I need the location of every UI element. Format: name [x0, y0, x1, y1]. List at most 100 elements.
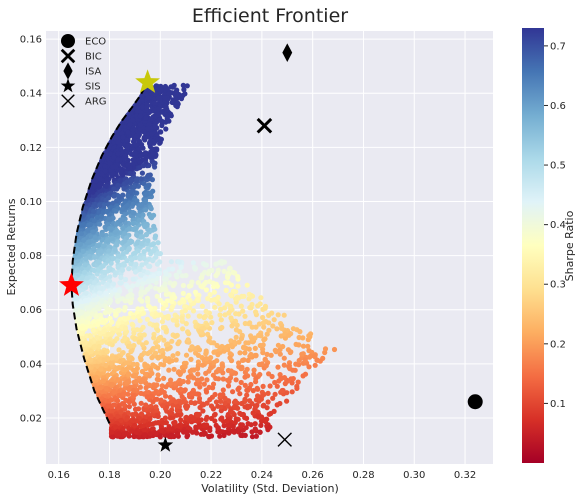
- x-tick-label: 0.20: [149, 470, 171, 481]
- portfolio-point: [232, 404, 238, 410]
- portfolio-point: [83, 201, 89, 207]
- portfolio-point: [294, 385, 300, 391]
- portfolio-point: [176, 269, 182, 275]
- portfolio-point: [126, 226, 132, 232]
- portfolio-point: [167, 410, 173, 416]
- portfolio-point: [162, 95, 168, 101]
- portfolio-point: [213, 399, 219, 405]
- portfolio-point: [121, 238, 128, 244]
- portfolio-point: [155, 365, 161, 371]
- portfolio-point: [212, 391, 218, 398]
- portfolio-point: [130, 220, 136, 227]
- portfolio-point: [174, 403, 180, 409]
- portfolio-point: [268, 352, 274, 358]
- portfolio-point: [196, 424, 202, 430]
- portfolio-point: [154, 396, 160, 402]
- portfolio-point: [138, 400, 144, 406]
- portfolio-point: [117, 280, 123, 286]
- portfolio-point: [223, 345, 229, 351]
- portfolio-point: [219, 260, 225, 266]
- portfolio-point: [125, 391, 131, 397]
- portfolio-point: [156, 110, 162, 116]
- portfolio-point: [91, 280, 97, 286]
- portfolio-point: [279, 325, 285, 331]
- portfolio-point: [258, 333, 264, 339]
- portfolio-point: [145, 238, 151, 244]
- portfolio-point: [207, 397, 213, 403]
- portfolio-point: [137, 122, 144, 128]
- portfolio-point: [137, 153, 144, 159]
- portfolio-point: [155, 413, 161, 419]
- portfolio-point: [163, 85, 170, 91]
- portfolio-point: [217, 392, 223, 398]
- portfolio-point: [235, 283, 241, 289]
- portfolio-point: [275, 364, 281, 370]
- portfolio-point: [178, 386, 184, 392]
- portfolio-point: [137, 384, 143, 390]
- portfolio-point: [164, 113, 170, 119]
- portfolio-point: [253, 309, 259, 315]
- portfolio-point: [122, 298, 128, 304]
- portfolio-point: [103, 362, 109, 368]
- portfolio-point: [113, 312, 119, 318]
- portfolio-point: [131, 361, 137, 367]
- portfolio-point: [176, 423, 182, 429]
- portfolio-point: [185, 425, 191, 431]
- portfolio-point: [110, 164, 116, 170]
- portfolio-point: [138, 357, 144, 363]
- portfolio-point: [98, 285, 104, 291]
- portfolio-point: [142, 275, 148, 281]
- portfolio-point: [119, 246, 125, 252]
- portfolio-point: [212, 297, 218, 303]
- portfolio-point: [176, 339, 182, 345]
- portfolio-point: [77, 287, 83, 293]
- portfolio-point: [131, 367, 137, 373]
- portfolio-point: [102, 168, 108, 174]
- portfolio-point: [126, 343, 132, 349]
- portfolio-point: [171, 366, 177, 372]
- portfolio-point: [165, 91, 172, 97]
- portfolio-point: [91, 267, 97, 273]
- portfolio-point: [146, 278, 152, 284]
- portfolio-point: [200, 362, 206, 368]
- portfolio-point: [214, 283, 220, 289]
- portfolio-point: [253, 433, 259, 439]
- portfolio-point: [160, 325, 166, 331]
- portfolio-point: [115, 376, 121, 383]
- portfolio-point: [271, 317, 277, 323]
- portfolio-point: [125, 294, 131, 300]
- portfolio-point: [191, 300, 197, 306]
- portfolio-point: [120, 134, 126, 140]
- portfolio-point: [103, 183, 109, 189]
- portfolio-point: [265, 390, 271, 396]
- portfolio-point: [180, 299, 186, 305]
- portfolio-point: [187, 368, 193, 374]
- legend-marker-arg: [61, 94, 75, 108]
- portfolio-point: [297, 329, 303, 335]
- portfolio-point: [178, 417, 184, 423]
- portfolio-point: [116, 307, 122, 313]
- portfolio-point: [194, 412, 200, 418]
- portfolio-point: [115, 139, 121, 145]
- portfolio-point: [118, 409, 124, 415]
- colorbar-tick-label: 0.7: [550, 41, 566, 52]
- portfolio-point: [282, 331, 288, 337]
- portfolio-point: [184, 83, 190, 89]
- portfolio-point: [147, 431, 153, 437]
- portfolio-point: [142, 289, 148, 295]
- portfolio-point: [233, 377, 239, 383]
- portfolio-point: [121, 401, 127, 407]
- portfolio-point: [150, 258, 156, 264]
- x-axis-ticks: 0.16 0.18 0.20 0.22 0.24 0.26 0.28 0.30 0.32: [48, 470, 477, 481]
- portfolio-point: [159, 319, 165, 325]
- portfolio-point: [230, 389, 236, 395]
- portfolio-point: [116, 392, 122, 398]
- portfolio-point: [79, 318, 86, 324]
- portfolio-point: [183, 404, 189, 410]
- portfolio-point: [207, 365, 214, 371]
- portfolio-point: [151, 247, 157, 253]
- portfolio-point: [144, 174, 151, 180]
- portfolio-point: [243, 425, 249, 431]
- portfolio-point: [77, 241, 83, 247]
- portfolio-point: [110, 330, 116, 336]
